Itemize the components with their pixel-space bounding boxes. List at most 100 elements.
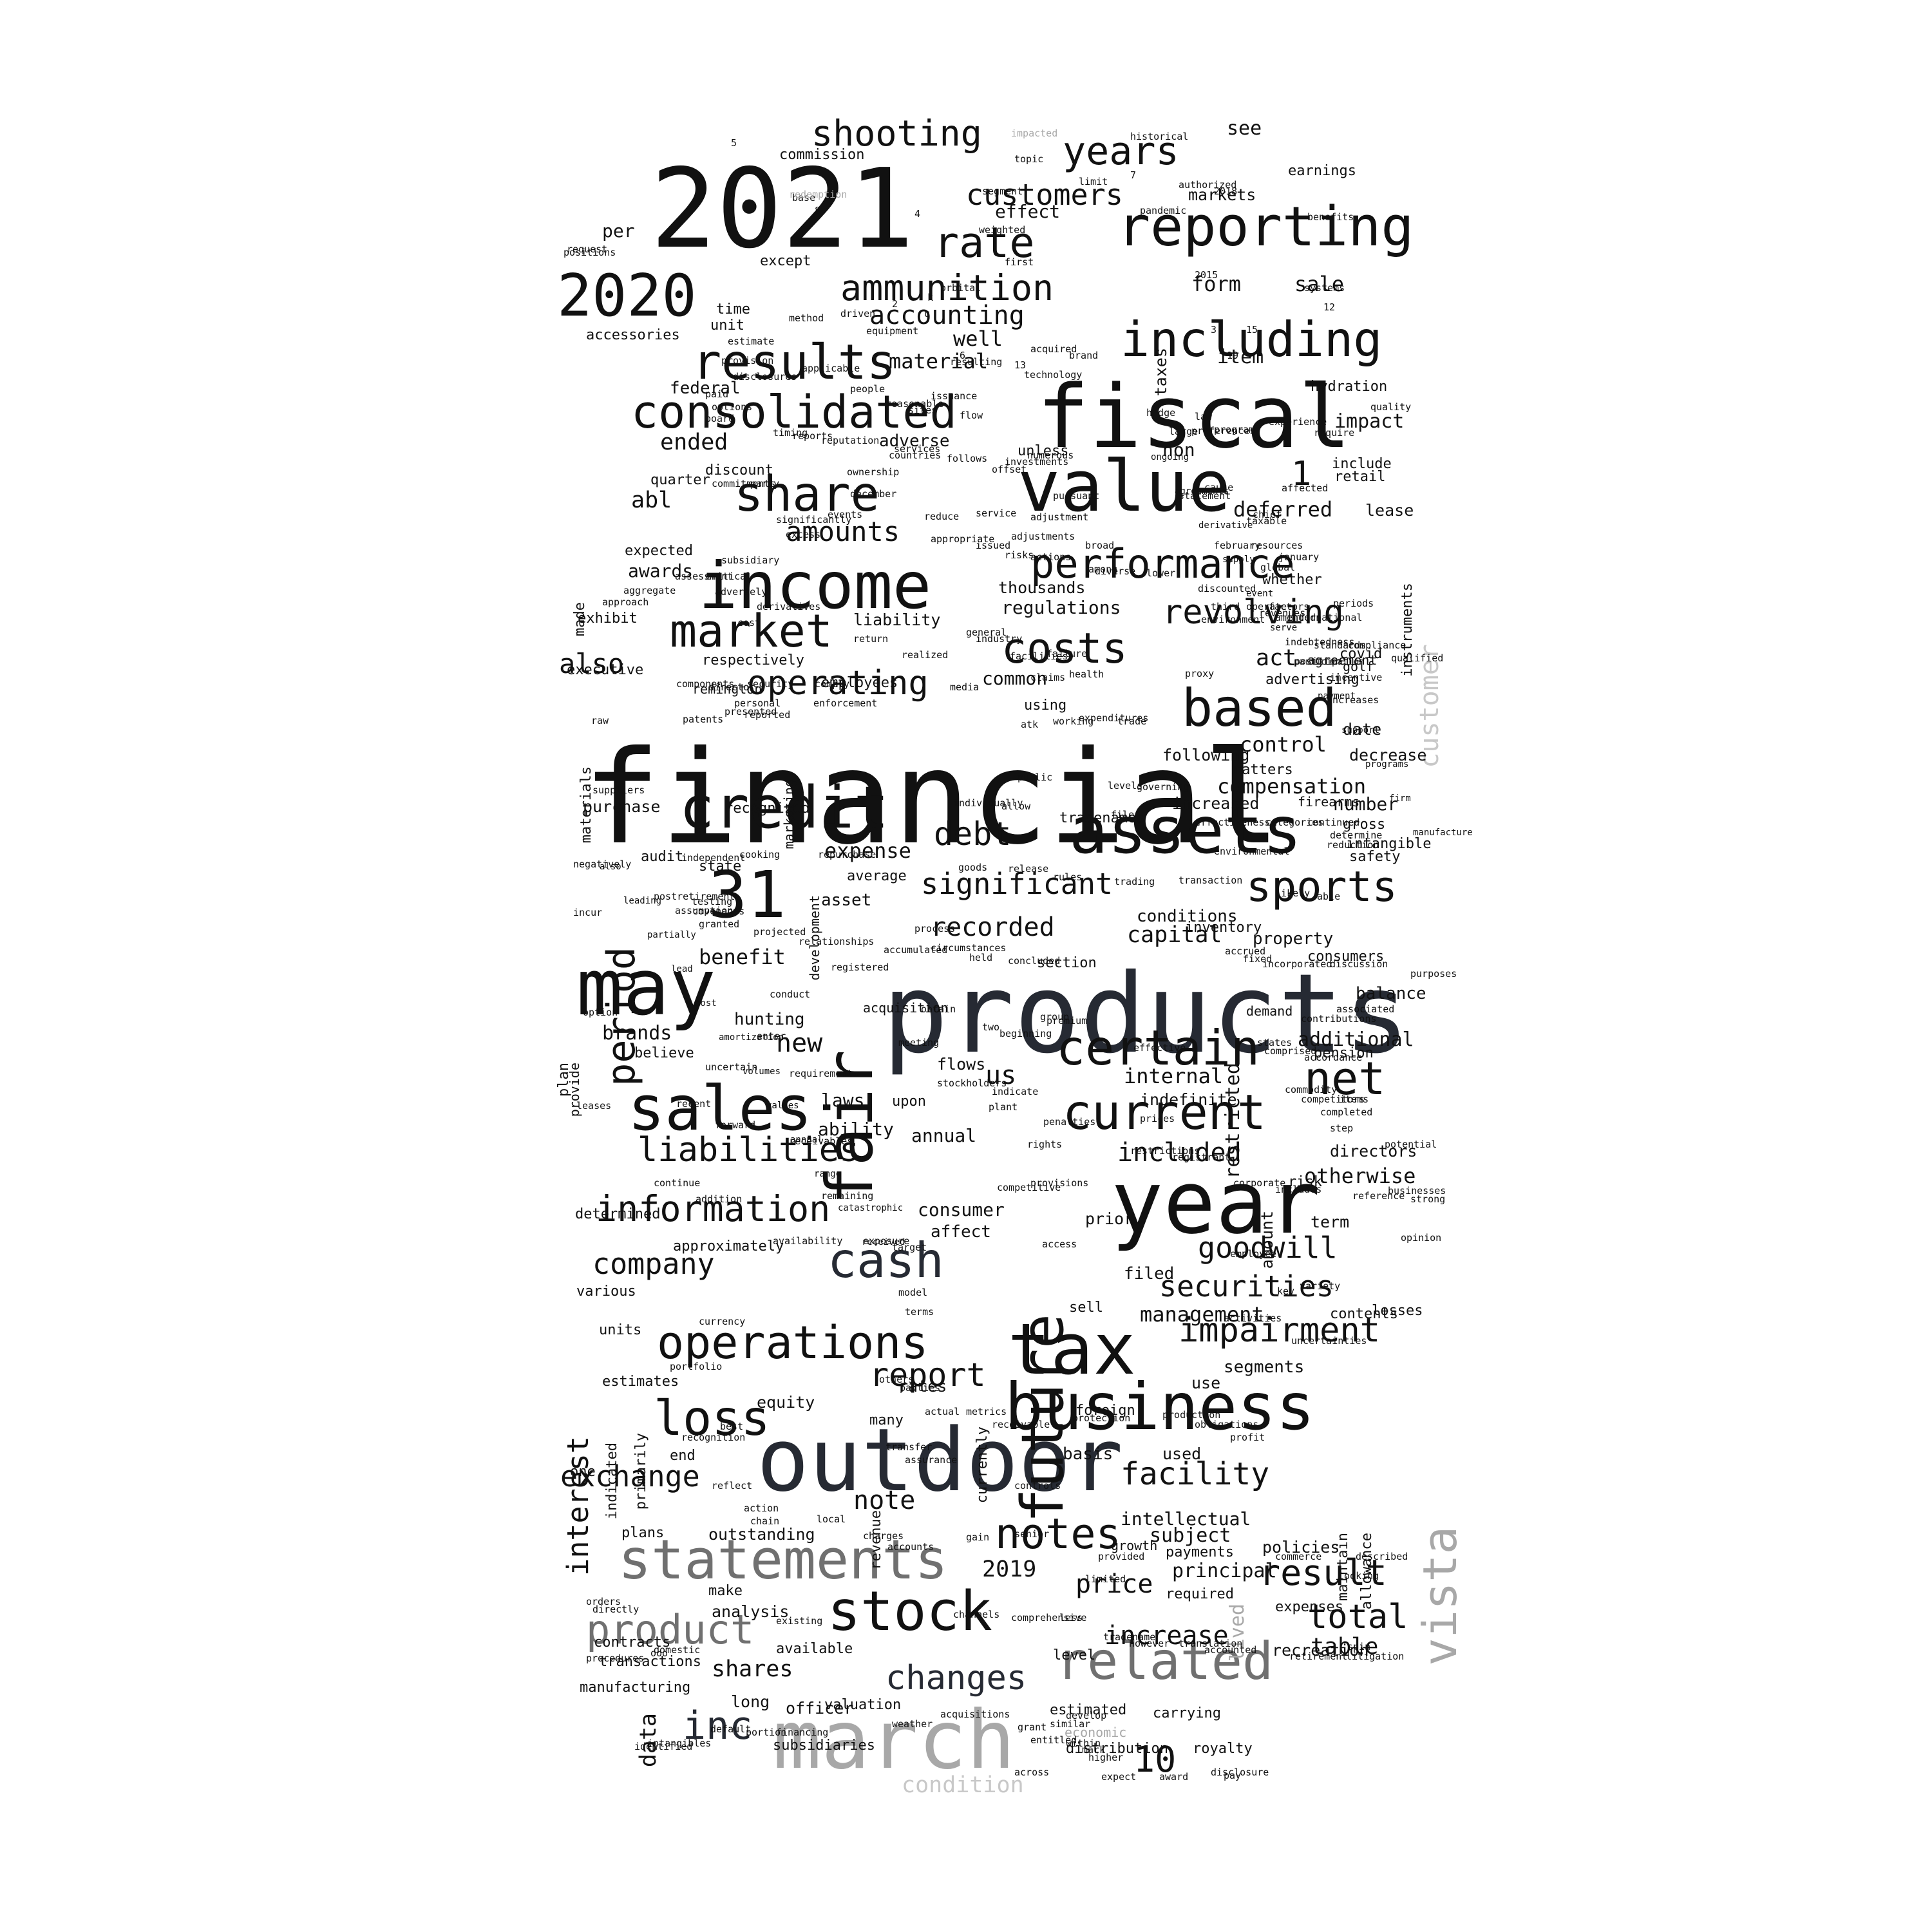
cloud-word: incorporated	[1262, 958, 1332, 970]
cloud-word: price	[1075, 1569, 1153, 1599]
cloud-word: governing	[1137, 781, 1189, 793]
cloud-word: adjustment	[1030, 511, 1089, 523]
cloud-word: shooting	[811, 113, 982, 154]
cloud-word: number	[1333, 793, 1399, 815]
cloud-word: non	[1162, 439, 1195, 460]
cloud-word: participation	[1294, 657, 1365, 667]
cloud-word: rules	[1053, 871, 1083, 883]
cloud-word: brand	[1069, 350, 1099, 361]
cloud-word: best	[720, 1421, 744, 1432]
cloud-word: repurchase	[818, 849, 876, 860]
cloud-word: excess	[786, 529, 821, 540]
cloud-word: industry	[976, 633, 1023, 645]
cloud-word: assurance	[905, 1454, 958, 1466]
cloud-word: expected	[625, 543, 693, 559]
cloud-word: ownership	[847, 466, 900, 478]
cloud-word: valuation	[824, 1697, 902, 1713]
cloud-word: shares	[712, 1656, 793, 1682]
cloud-word: sales	[628, 1074, 812, 1144]
cloud-word: item	[1217, 346, 1264, 368]
cloud-word: cash	[828, 1232, 944, 1289]
cloud-word: use	[1191, 1374, 1221, 1392]
cloud-word: model	[898, 1287, 928, 1298]
cloud-word: equity	[757, 1393, 815, 1412]
cloud-word: receivables	[789, 1135, 853, 1147]
cloud-word: allow	[1001, 800, 1031, 812]
cloud-word: subsidiaries	[773, 1738, 875, 1754]
cloud-word: senior	[1014, 1528, 1050, 1540]
cloud-word: reputation	[821, 435, 880, 446]
cloud-word: items	[1340, 1094, 1369, 1105]
cloud-word: 2	[892, 298, 898, 310]
cloud-word: businesses	[1388, 1185, 1446, 1197]
cloud-word: cost	[695, 998, 717, 1009]
cloud-word: earnings	[1288, 163, 1356, 179]
cloud-word: make	[708, 1583, 743, 1599]
cloud-word: certain	[1056, 1019, 1260, 1076]
cloud-word: able	[1317, 891, 1341, 902]
cloud-word: matters	[1233, 762, 1293, 778]
cloud-word: 1	[1291, 455, 1312, 493]
cloud-word: pursuant	[1053, 490, 1100, 502]
cloud-word: completed	[1320, 1106, 1373, 1118]
cloud-word: large	[1169, 426, 1198, 437]
cloud-word: vista	[1413, 1526, 1467, 1666]
cloud-word: analysis	[712, 1602, 790, 1621]
cloud-word: standards	[1314, 639, 1367, 651]
cloud-word: pandemic	[1140, 205, 1187, 216]
cloud-word: compliance	[1348, 639, 1406, 651]
cloud-word: loss	[654, 1390, 770, 1446]
cloud-word: critical	[705, 571, 752, 582]
cloud-word: qualified	[1391, 652, 1444, 664]
cloud-word: penalties	[1043, 1116, 1096, 1128]
cloud-word: securities	[1159, 1269, 1334, 1303]
cloud-word: higher	[1088, 1752, 1124, 1763]
cloud-word: royalty	[1193, 1741, 1253, 1757]
cloud-word: develop	[1066, 1710, 1107, 1721]
cloud-word: received	[862, 1237, 905, 1247]
cloud-word: orbital	[940, 282, 981, 294]
cloud-word: within	[1066, 1738, 1101, 1749]
cloud-word: cooking	[739, 849, 781, 860]
cloud-word: event	[1246, 589, 1274, 599]
cloud-word: purchase	[583, 797, 661, 816]
cloud-word: conduct	[770, 989, 811, 1000]
cloud-word: grant	[1018, 1721, 1047, 1733]
cloud-word: sports	[1246, 863, 1397, 911]
cloud-word: actions	[1030, 551, 1072, 563]
cloud-word: except	[760, 253, 811, 269]
cloud-word: follows	[947, 453, 988, 464]
cloud-word: reflect	[712, 1480, 753, 1492]
cloud-word: fixed	[1243, 953, 1273, 965]
cloud-word: litigation	[1346, 1651, 1405, 1662]
cloud-word: parties	[900, 1382, 941, 1394]
cloud-word: registered	[831, 961, 889, 973]
cloud-word: procedures	[586, 1653, 645, 1664]
cloud-word: years	[1063, 129, 1179, 174]
cloud-word: 2015	[1195, 269, 1218, 281]
cloud-word: offset	[992, 464, 1027, 475]
cloud-word: periods	[1333, 598, 1374, 609]
cloud-word: uncertainties	[1291, 1335, 1367, 1347]
cloud-word: market	[670, 605, 833, 658]
cloud-word: upon	[892, 1094, 926, 1110]
cloud-word: supply	[1222, 554, 1255, 565]
cloud-word: note	[853, 1486, 916, 1515]
cloud-word: indefinite	[1140, 1090, 1237, 1109]
cloud-word: driven	[840, 308, 876, 319]
cloud-word: services	[894, 443, 941, 455]
cloud-word: gain	[966, 1531, 990, 1543]
cloud-word: pay	[1224, 1770, 1242, 1781]
cloud-word: catastrophic	[838, 1203, 904, 1213]
cloud-word: flows	[937, 1055, 986, 1074]
cloud-word: comply	[815, 678, 850, 690]
cloud-word: similar	[1050, 1718, 1091, 1730]
cloud-word: products	[882, 951, 1410, 1078]
cloud-word: unit	[710, 317, 744, 334]
cloud-word: foreign	[1075, 1403, 1135, 1419]
cloud-word: outdoor	[757, 1410, 1123, 1511]
cloud-word: provision	[721, 355, 774, 366]
cloud-word: competitive	[997, 1182, 1061, 1193]
cloud-word: may	[576, 943, 716, 1033]
cloud-word: estimated	[1050, 1702, 1127, 1718]
